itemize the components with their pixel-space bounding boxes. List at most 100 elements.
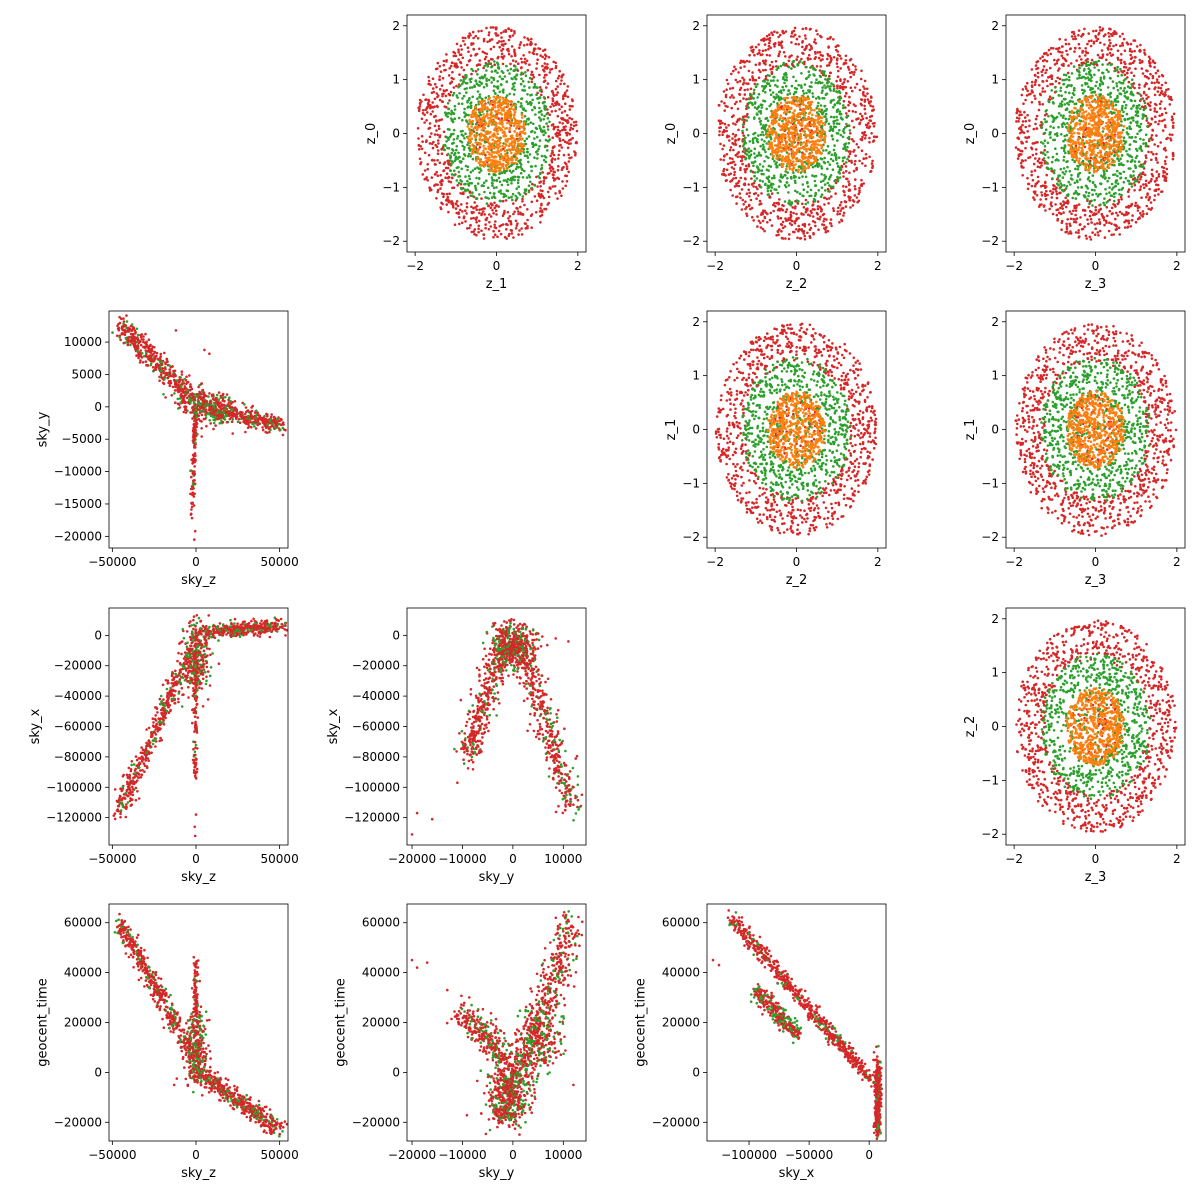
point-green [477,83,480,87]
point-green [507,196,511,199]
point-red [524,222,527,225]
point-green [466,106,470,109]
point-orange [476,156,479,159]
point-red [507,38,511,42]
point-red [1108,209,1112,213]
point-red [1016,157,1020,160]
point-green [846,136,850,140]
point-red [752,185,755,188]
point-red [1105,58,1108,62]
point-red [761,227,765,231]
point-red [863,100,867,103]
point-red [559,82,562,86]
point-green [751,96,754,99]
point-red [546,108,549,111]
point-orange [502,130,506,133]
point-green [506,69,510,72]
point-orange [484,121,488,124]
point-green [512,175,515,179]
point-red [464,220,467,223]
point-red [521,212,525,216]
point-red [739,159,743,163]
point-red [763,229,766,233]
point-red [1072,209,1075,213]
point-green [514,68,517,71]
y-tick-label: −2 [682,234,700,248]
point-orange [819,139,823,142]
point-orange [512,124,516,128]
point-orange [498,145,502,148]
point-red [837,206,840,210]
point-green [533,82,537,86]
point-green [526,147,529,151]
point-orange [506,105,510,108]
point-red [432,115,436,119]
point-green [845,122,848,126]
point-red [734,68,737,71]
point-red [768,33,771,36]
point-red [1122,37,1126,41]
point-red [768,39,772,42]
point-orange [808,106,812,109]
point-red [803,234,806,238]
point-red [834,192,837,195]
point-red [554,79,558,83]
point-red [740,188,744,191]
point-red [738,79,742,83]
point-red [439,70,443,73]
point-red [1129,42,1133,46]
point-red [451,204,455,207]
point-orange [509,120,513,124]
point-orange [798,98,801,101]
point-orange [820,146,823,150]
point-orange [803,153,807,156]
point-red [561,97,565,101]
point-red [730,72,733,76]
point-green [535,150,538,154]
point-orange [788,116,792,120]
point-green [511,198,514,202]
point-green [759,133,763,137]
point-red [842,99,846,103]
point-red [465,205,469,209]
point-green [782,88,785,92]
point-green [500,70,504,73]
point-green [755,177,759,180]
point-red [1165,172,1169,176]
point-green [783,184,787,187]
point-red [442,169,445,173]
point-red [861,131,864,135]
point-green [544,131,547,135]
point-green [778,179,781,182]
point-green [823,156,826,160]
point-green [829,99,833,103]
point-green [826,160,830,164]
point-green [768,88,772,92]
point-red [447,74,451,77]
point-orange [489,118,493,122]
point-red [513,54,517,57]
point-orange [519,150,523,153]
point-green [766,184,770,187]
point-red [1062,211,1065,214]
point-green [459,179,462,182]
point-orange [785,167,788,171]
point-red [516,222,519,225]
point-orange [474,135,478,139]
point-red [537,192,540,195]
point-green [459,139,462,143]
point-green [829,126,832,130]
point-green [524,74,528,77]
point-green [812,73,815,76]
point-red [564,174,567,177]
point-green [491,184,494,188]
point-red [447,92,451,96]
point-green [838,110,842,113]
point-red [426,163,430,166]
point-green [836,139,839,142]
point-red [853,185,857,188]
point-red [526,224,529,228]
point-green [776,79,779,82]
point-red [497,205,501,208]
point-orange [796,121,800,125]
